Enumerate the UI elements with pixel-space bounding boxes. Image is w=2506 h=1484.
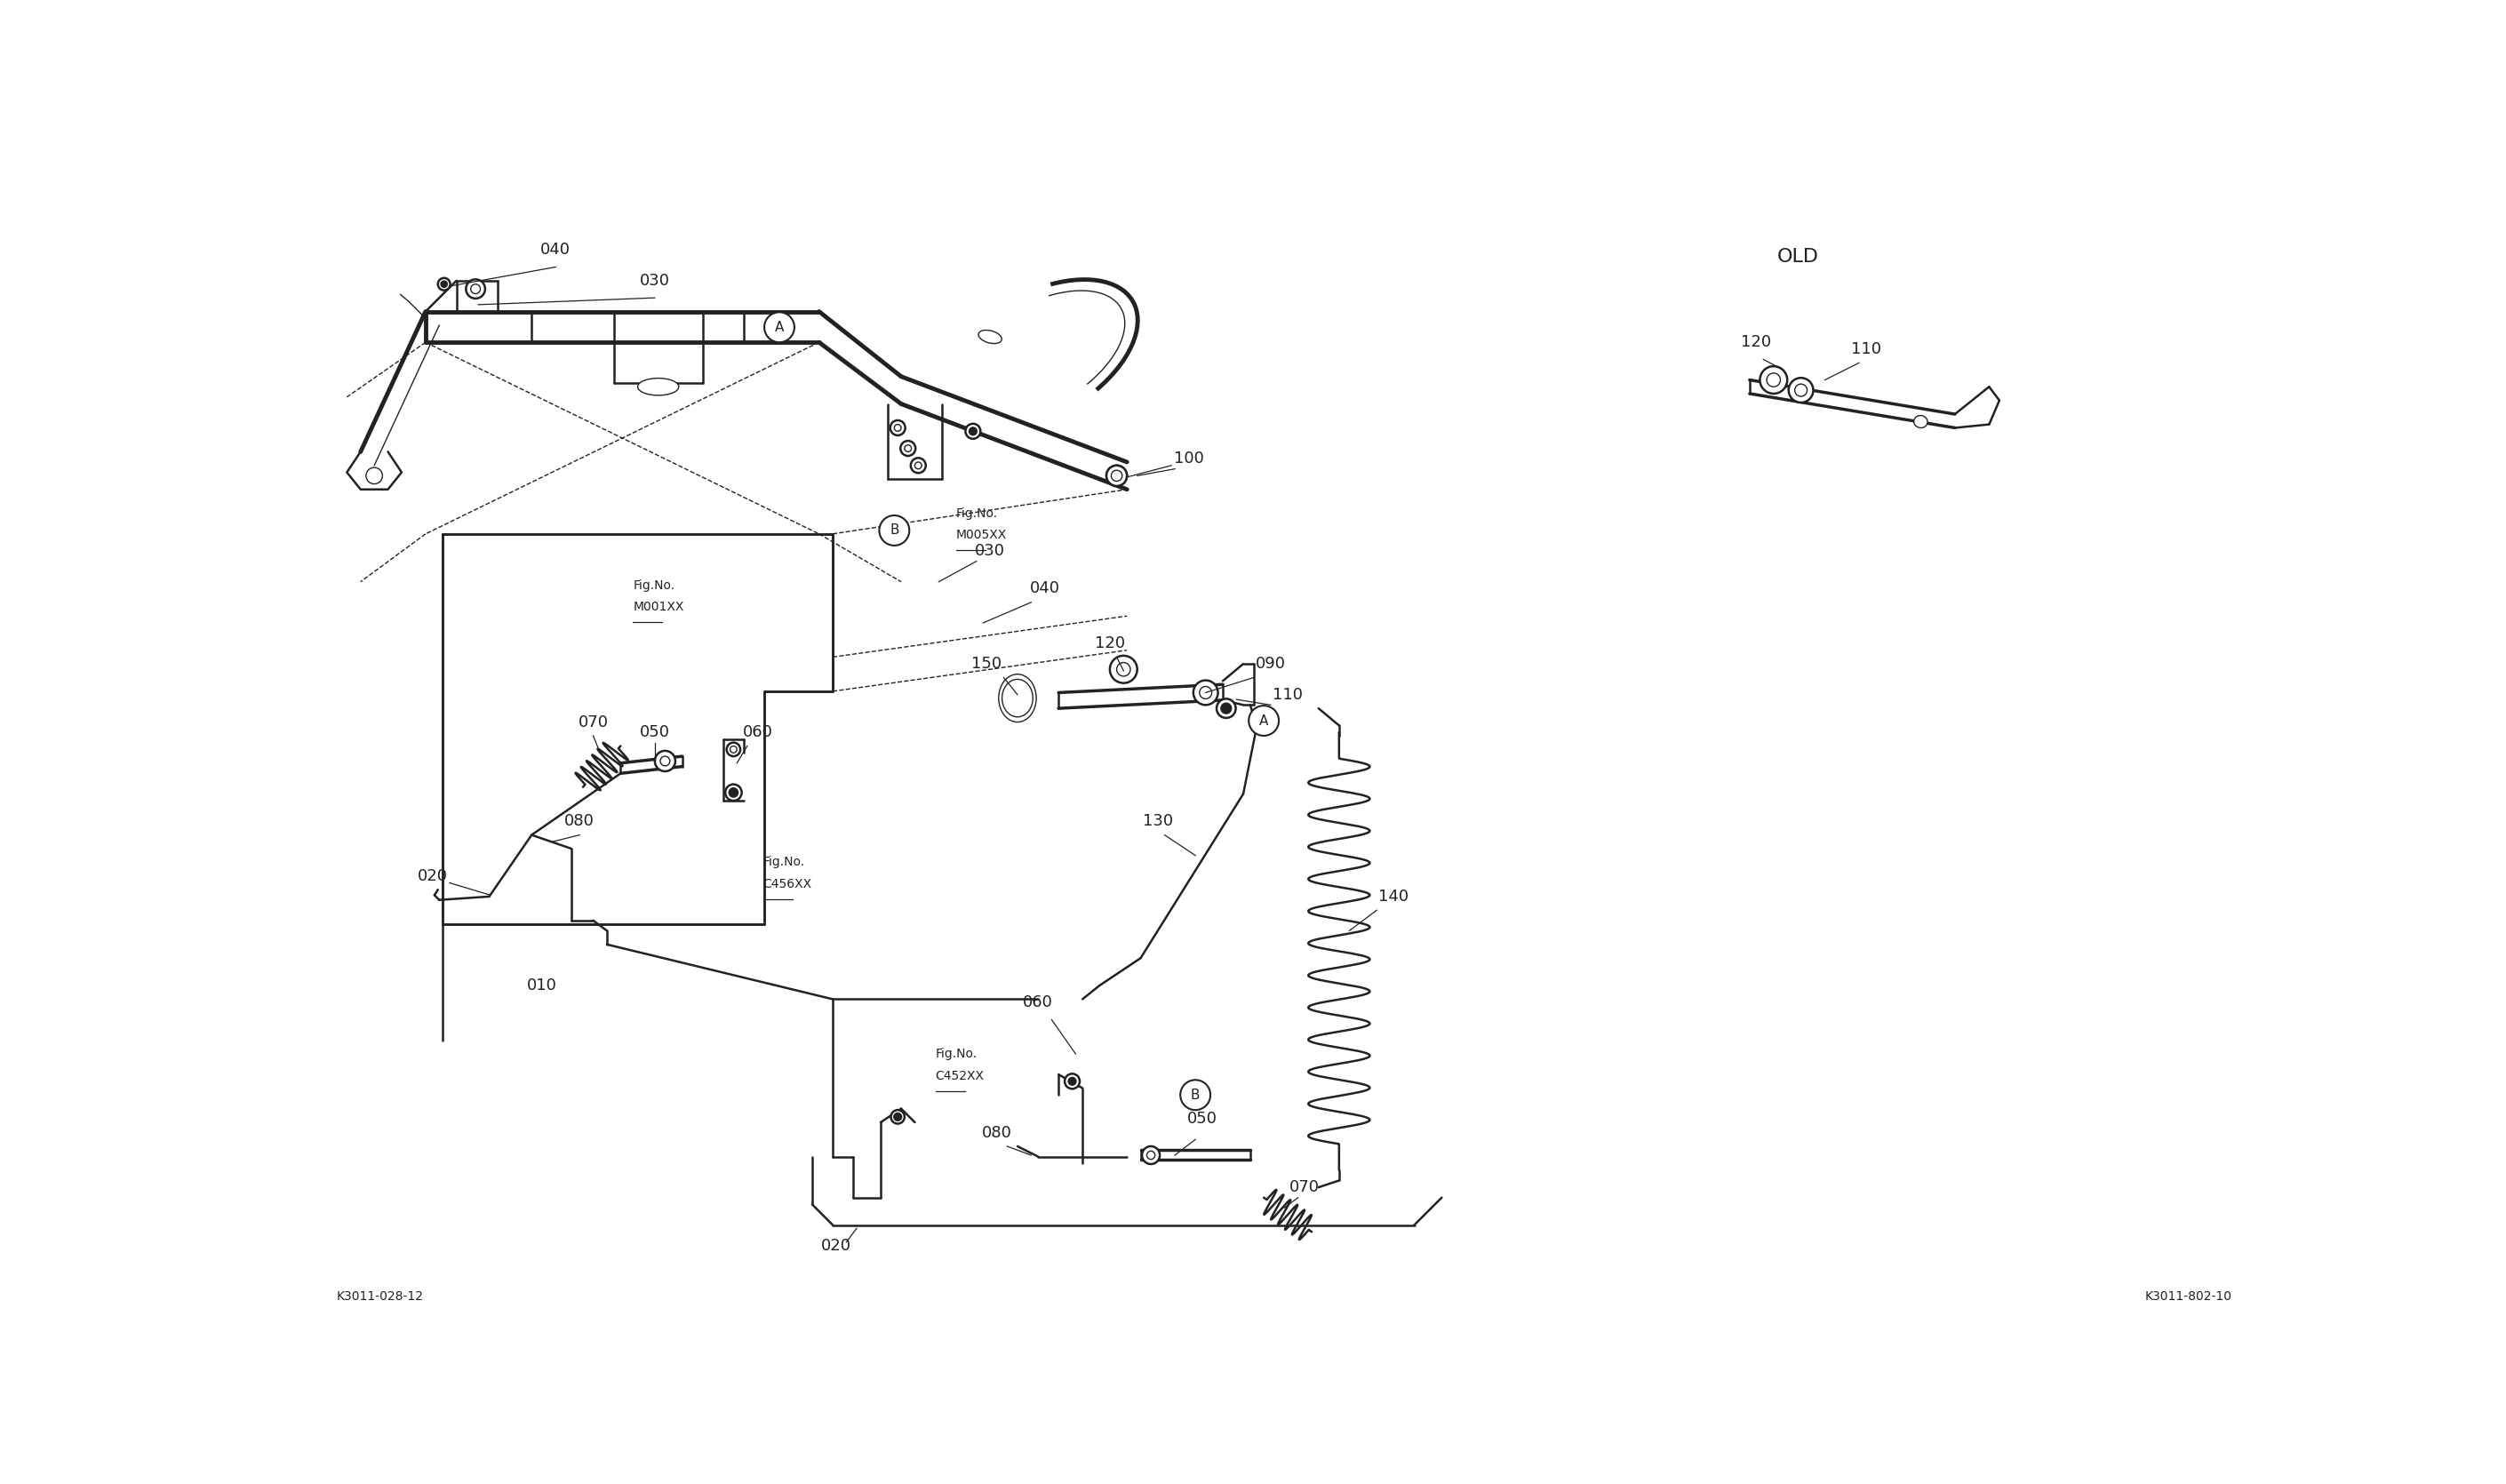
Text: 050: 050 bbox=[639, 724, 669, 741]
Text: C452XX: C452XX bbox=[935, 1070, 985, 1082]
Text: 060: 060 bbox=[1022, 994, 1053, 1011]
Text: 050: 050 bbox=[1188, 1112, 1218, 1126]
Text: M005XX: M005XX bbox=[955, 528, 1007, 542]
Circle shape bbox=[1220, 703, 1230, 714]
Circle shape bbox=[1110, 656, 1138, 683]
Text: 120: 120 bbox=[1095, 635, 1125, 651]
Text: 010: 010 bbox=[526, 978, 556, 993]
Ellipse shape bbox=[977, 329, 1002, 343]
Circle shape bbox=[895, 1113, 902, 1120]
Text: 070: 070 bbox=[579, 714, 609, 730]
Text: Fig.No.: Fig.No. bbox=[935, 1048, 977, 1060]
Circle shape bbox=[466, 279, 486, 298]
Text: B: B bbox=[890, 524, 900, 537]
Text: 060: 060 bbox=[742, 724, 772, 741]
Circle shape bbox=[1193, 680, 1218, 705]
Circle shape bbox=[441, 282, 446, 286]
Circle shape bbox=[659, 757, 669, 766]
Text: A: A bbox=[1258, 714, 1268, 727]
Text: 120: 120 bbox=[1742, 334, 1772, 350]
Circle shape bbox=[1767, 372, 1779, 387]
Circle shape bbox=[1108, 466, 1128, 485]
Circle shape bbox=[1215, 699, 1235, 718]
Circle shape bbox=[366, 467, 383, 484]
Circle shape bbox=[1143, 1146, 1160, 1163]
Circle shape bbox=[471, 283, 481, 294]
Text: 020: 020 bbox=[822, 1238, 852, 1254]
Text: Fig.No.: Fig.No. bbox=[955, 508, 997, 519]
Circle shape bbox=[910, 459, 925, 473]
Circle shape bbox=[880, 515, 910, 546]
Circle shape bbox=[1148, 1152, 1155, 1159]
Text: 030: 030 bbox=[975, 543, 1005, 559]
Circle shape bbox=[1180, 1080, 1210, 1110]
Text: 150: 150 bbox=[972, 656, 1002, 672]
Text: C456XX: C456XX bbox=[762, 879, 812, 890]
Circle shape bbox=[729, 788, 737, 797]
Text: 140: 140 bbox=[1378, 889, 1408, 905]
Circle shape bbox=[965, 424, 980, 439]
Text: Fig.No.: Fig.No. bbox=[762, 856, 804, 868]
Text: 110: 110 bbox=[1852, 341, 1882, 358]
Text: B: B bbox=[1190, 1088, 1200, 1101]
Text: 070: 070 bbox=[1291, 1180, 1321, 1195]
Circle shape bbox=[729, 746, 737, 752]
Circle shape bbox=[895, 424, 902, 432]
Text: 040: 040 bbox=[541, 242, 571, 258]
Circle shape bbox=[1118, 662, 1130, 677]
Circle shape bbox=[654, 751, 674, 772]
Circle shape bbox=[1065, 1074, 1080, 1089]
Circle shape bbox=[1110, 470, 1123, 481]
Text: OLD: OLD bbox=[1777, 248, 1819, 266]
Circle shape bbox=[915, 462, 922, 469]
Text: 100: 100 bbox=[1173, 451, 1203, 466]
Circle shape bbox=[905, 445, 912, 451]
Circle shape bbox=[970, 427, 977, 435]
Circle shape bbox=[1200, 687, 1213, 699]
Ellipse shape bbox=[1915, 416, 1927, 427]
Text: 020: 020 bbox=[419, 868, 449, 884]
Text: 080: 080 bbox=[564, 813, 594, 830]
Ellipse shape bbox=[1002, 680, 1032, 717]
Text: Fig.No.: Fig.No. bbox=[634, 579, 674, 592]
Ellipse shape bbox=[637, 378, 679, 395]
Circle shape bbox=[890, 1110, 905, 1123]
Circle shape bbox=[1789, 378, 1814, 402]
Circle shape bbox=[1794, 384, 1807, 396]
Ellipse shape bbox=[1000, 674, 1037, 723]
Text: 080: 080 bbox=[982, 1125, 1012, 1141]
Circle shape bbox=[727, 742, 739, 757]
Text: A: A bbox=[774, 321, 784, 334]
Text: 130: 130 bbox=[1143, 813, 1173, 830]
Text: K3011-802-10: K3011-802-10 bbox=[2145, 1291, 2233, 1303]
Circle shape bbox=[1248, 705, 1278, 736]
Circle shape bbox=[724, 785, 742, 801]
Text: 030: 030 bbox=[639, 273, 669, 289]
Circle shape bbox=[1108, 466, 1128, 485]
Text: 090: 090 bbox=[1256, 656, 1286, 672]
Text: 110: 110 bbox=[1273, 687, 1303, 703]
Text: 040: 040 bbox=[1030, 580, 1060, 597]
Text: M001XX: M001XX bbox=[634, 601, 684, 613]
Circle shape bbox=[900, 441, 915, 456]
Circle shape bbox=[1068, 1077, 1075, 1085]
Text: K3011-028-12: K3011-028-12 bbox=[336, 1291, 424, 1303]
Circle shape bbox=[1759, 367, 1787, 393]
Circle shape bbox=[764, 312, 794, 343]
Circle shape bbox=[1113, 470, 1123, 481]
Circle shape bbox=[890, 420, 905, 435]
Circle shape bbox=[439, 278, 451, 291]
